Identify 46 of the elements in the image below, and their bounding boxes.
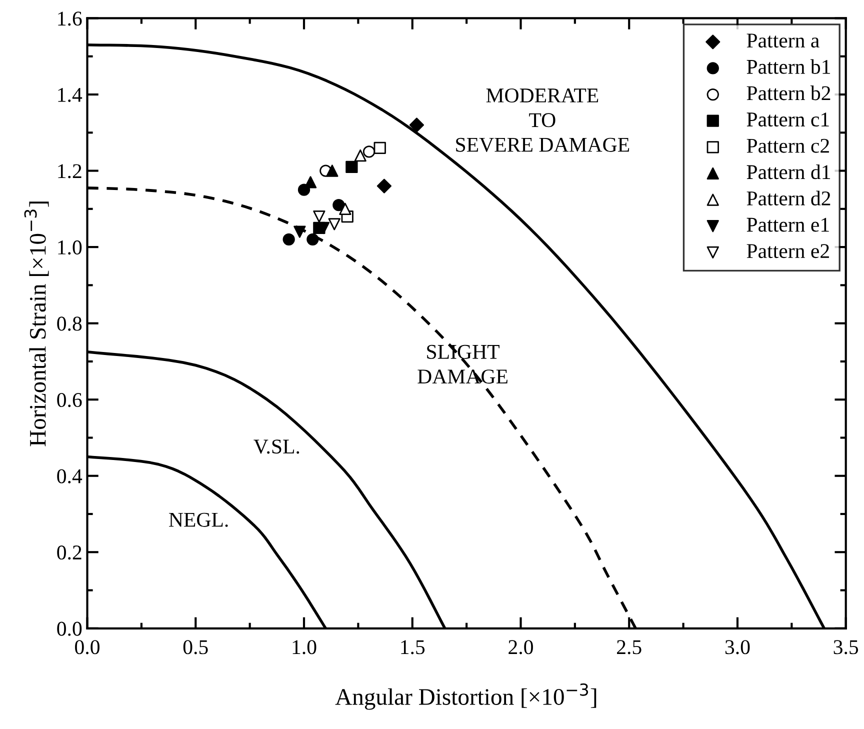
legend-label: Pattern c1 (746, 112, 829, 127)
x-tick-label: 1.5 (401, 640, 425, 654)
point (374, 142, 386, 154)
y-tick-label: 1.2 (58, 164, 82, 178)
legend-label: Pattern d2 (746, 190, 830, 206)
point (294, 226, 306, 238)
y-axis-title: Horizontal Strain [×10$^{−3}$] (24, 202, 49, 446)
point (332, 199, 345, 212)
point (306, 233, 319, 246)
y-tick-label: 0.8 (57, 316, 82, 331)
y-tick-label: 0.6 (57, 392, 82, 408)
annotation: NEGL. (169, 512, 228, 527)
legend-label: Pattern d1 (746, 164, 830, 180)
x-tick-label: 0.0 (75, 640, 100, 654)
y-tick-label: 0.4 (57, 469, 82, 484)
point (313, 210, 326, 223)
legend-label: Pattern c2 (746, 138, 829, 153)
x-tick-label: 2.0 (508, 640, 533, 654)
point (409, 118, 424, 132)
annotation: V.SL. (254, 440, 300, 454)
point (362, 146, 376, 158)
point (346, 160, 358, 174)
point (326, 164, 338, 177)
y-tick-label: 1.6 (58, 12, 82, 26)
legend-label: Pattern a (746, 34, 820, 48)
x-tick-label: 2.5 (617, 640, 642, 654)
x-axis-title: Angular Distortion [×10$^{−3}$] (335, 683, 596, 710)
x-tick-label: 3.5 (834, 640, 858, 654)
legend-label: Pattern b1 (746, 59, 830, 74)
legend-label: Pattern e1 (746, 218, 829, 232)
x-tick-label: 3.0 (725, 640, 750, 654)
point (354, 149, 366, 162)
point (339, 202, 352, 215)
legend-label: Pattern b2 (746, 86, 830, 100)
y-tick-label: 0.0 (57, 622, 82, 636)
point (328, 218, 340, 230)
point (282, 233, 295, 246)
legend-label: Pattern e2 (746, 244, 829, 258)
y-tick-label: 1.4 (58, 88, 82, 102)
point (376, 178, 392, 194)
y-tick-label: 0.2 (57, 546, 82, 560)
y-tick-label: 1.0 (58, 240, 82, 255)
x-tick-label: 1.0 (292, 640, 316, 654)
point (317, 222, 330, 234)
x-tick-label: 0.5 (183, 640, 208, 654)
annotation: MODERATE TO SEVERE DAMAGE (456, 88, 630, 152)
